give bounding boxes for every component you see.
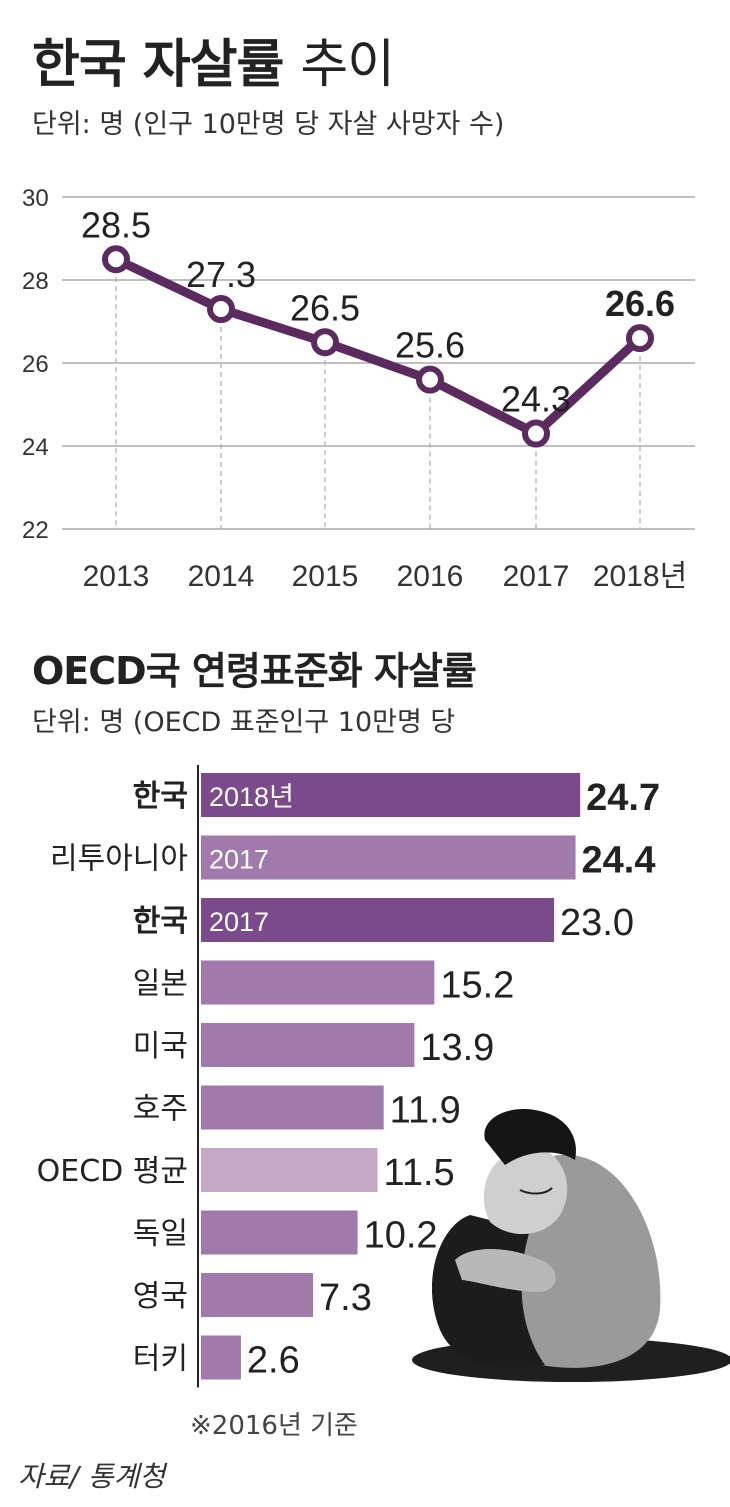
bar-chart-unit: 단위: 명 (OECD 표준인구 10만명 당 xyxy=(32,707,456,738)
category-label: 터키 xyxy=(133,1342,188,1377)
data-point xyxy=(207,295,235,324)
value-label: 10.2 xyxy=(364,1215,438,1257)
value-label: 24.4 xyxy=(582,840,656,882)
title-bold: 한국 자살률 xyxy=(32,35,284,95)
category-label: 호주 xyxy=(133,1092,188,1127)
value-label: 13.9 xyxy=(420,1027,494,1069)
bar xyxy=(201,898,555,942)
y-tick-label: 24 xyxy=(22,434,49,461)
x-tick-label: 2015 xyxy=(292,560,359,593)
data-label: 24.3 xyxy=(501,379,571,420)
category-label: 리투아니아 xyxy=(50,842,188,877)
value-label: 11.5 xyxy=(384,1152,455,1194)
x-tick-label: 2018년 xyxy=(593,560,687,593)
category-label: 한국 xyxy=(133,779,188,814)
bar xyxy=(201,773,581,817)
y-tick-label: 28 xyxy=(22,268,49,295)
data-point xyxy=(311,328,339,357)
bar-year-label: 2017 xyxy=(209,907,269,937)
bar xyxy=(201,1148,378,1192)
source: 자료/ 통계청 xyxy=(18,1460,166,1493)
data-label: 25.6 xyxy=(395,325,465,366)
data-label: 27.3 xyxy=(186,254,256,295)
bar-chart-title: OECD국 연령표준화 자살률 xyxy=(32,649,477,693)
data-point xyxy=(102,245,130,274)
value-label: 23.0 xyxy=(560,902,634,944)
data-label: 26.5 xyxy=(290,287,360,328)
data-point xyxy=(626,324,654,353)
category-label: 영국 xyxy=(133,1279,188,1314)
category-label: 미국 xyxy=(133,1029,188,1064)
y-tick-label: 26 xyxy=(22,351,49,378)
series-line xyxy=(111,254,645,439)
bar-year-label: 2017 xyxy=(209,845,269,875)
y-tick-label: 30 xyxy=(22,185,49,212)
bar xyxy=(201,960,435,1005)
bar-year-label: 2018년 xyxy=(209,782,294,812)
footnote: ※2016년 기준 xyxy=(190,1411,358,1441)
chart-title: 한국 자살률 추이 xyxy=(32,22,395,97)
x-tick-label: 2014 xyxy=(188,560,255,593)
data-label: 26.6 xyxy=(605,283,675,324)
value-label: 15.2 xyxy=(440,965,514,1007)
value-label: 7.3 xyxy=(319,1277,372,1319)
line-chart-unit: 단위: 명 (인구 10만명 당 자살 사망자 수) xyxy=(32,109,505,140)
y-tick-label: 22 xyxy=(22,517,49,544)
value-label: 11.9 xyxy=(390,1090,461,1132)
bar xyxy=(201,1085,384,1130)
bar xyxy=(201,1335,241,1380)
category-label: 일본 xyxy=(133,967,188,1002)
x-tick-label: 2017 xyxy=(503,560,570,593)
value-label: 24.7 xyxy=(586,777,660,819)
data-point xyxy=(416,365,444,394)
data-point xyxy=(522,419,550,448)
line-chart: 30 28 26 24 22 28.5 27.3 26.5 25.6 24.3 26.6 2013 20… xyxy=(22,185,695,593)
bar xyxy=(201,1273,314,1317)
bar xyxy=(201,1023,415,1067)
value-label: 2.6 xyxy=(247,1340,300,1382)
data-label: 28.5 xyxy=(81,204,151,245)
x-tick-label: 2013 xyxy=(83,560,150,593)
category-label: 독일 xyxy=(133,1217,188,1252)
x-tick-label: 2016 xyxy=(397,560,464,593)
bar xyxy=(201,835,576,880)
category-label: 한국 xyxy=(133,904,188,939)
title-light: 추이 xyxy=(300,35,395,95)
bar xyxy=(201,1210,358,1255)
category-label: OECD 평균 xyxy=(37,1154,188,1189)
